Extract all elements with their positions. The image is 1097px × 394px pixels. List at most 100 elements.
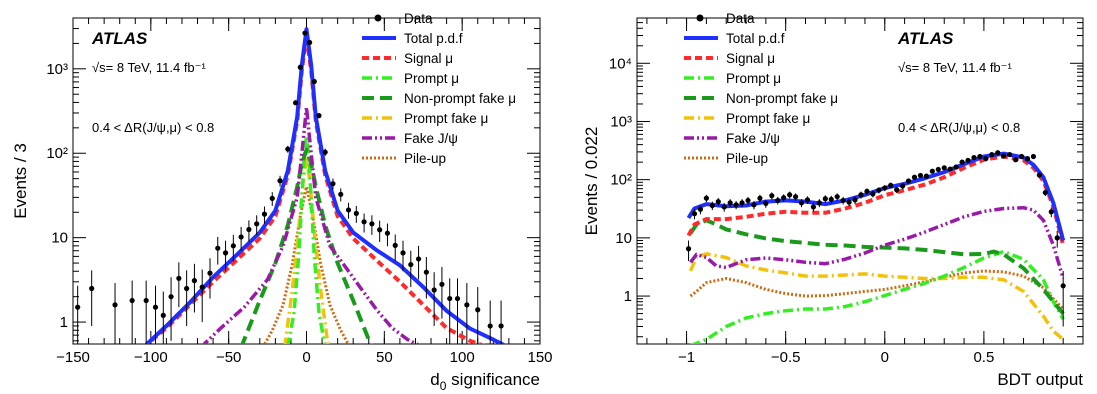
data-point — [792, 194, 799, 200]
data-points — [685, 150, 1066, 327]
data-point — [431, 287, 437, 293]
data-point — [953, 164, 959, 170]
data-point — [168, 294, 174, 300]
legend-item-pileup: Pile-up — [362, 151, 446, 166]
legend-label: Data — [726, 11, 755, 26]
data-point — [858, 192, 864, 198]
curve-total — [143, 27, 507, 344]
legend-label: Data — [404, 11, 433, 26]
experiment-label: ATLAS — [91, 29, 148, 48]
chart-panel-2: −1 −0.5 0 0.5 1 10 10² 10³ 10⁴ Data Total p.d.f Sig… — [582, 11, 1084, 389]
data-point — [293, 100, 299, 106]
curves — [686, 151, 1066, 344]
x-tick-label: 0 — [881, 349, 889, 366]
data-point — [322, 149, 328, 155]
data-point — [222, 250, 229, 256]
data-point — [959, 159, 965, 165]
legend-item-prompt: Prompt μ — [362, 71, 459, 86]
legend-label: Fake J/ψ — [726, 131, 780, 146]
x-tick-label: −0.5 — [771, 349, 801, 366]
data-point — [1018, 153, 1025, 160]
data-point — [804, 197, 811, 203]
data-point — [1001, 153, 1007, 159]
data-point — [89, 285, 95, 292]
data-point — [888, 182, 894, 188]
data-point — [846, 199, 852, 205]
legend-label: Pile-up — [726, 151, 768, 166]
data-point — [297, 64, 303, 70]
curve-pileup — [689, 269, 1065, 311]
x-tick-label: 150 — [527, 349, 552, 366]
data-point — [691, 211, 698, 217]
data-point — [361, 219, 367, 225]
data-point — [941, 165, 947, 171]
legend-item-data: Data — [696, 11, 755, 26]
legend-item-prompt: Prompt μ — [684, 71, 781, 86]
data-point — [408, 261, 414, 268]
legend-item-signal: Signal μ — [684, 51, 775, 66]
curve-nonprompt — [688, 218, 1065, 315]
data-point — [923, 173, 930, 179]
y-tick-label: 10³ — [46, 61, 68, 78]
data-point — [184, 285, 190, 292]
data-point — [864, 188, 870, 194]
data-point — [302, 30, 308, 36]
data-point — [415, 256, 422, 262]
data-point — [1024, 156, 1031, 162]
data-point — [852, 197, 858, 203]
data-point — [798, 200, 805, 206]
curve-pileup — [263, 185, 350, 344]
y-axis-title: Events / 3 — [11, 143, 30, 219]
data-point — [745, 197, 751, 204]
x-tick-label: −1 — [678, 349, 695, 366]
data-point — [369, 221, 375, 227]
data-point — [277, 178, 283, 184]
legend-item-promptfake: Prompt fake μ — [362, 111, 488, 126]
legend-marker — [374, 14, 382, 22]
data-point — [1036, 172, 1042, 178]
legend: Data Total p.d.f Signal μ Prompt μ Non-promp… — [684, 11, 838, 166]
data-point — [697, 206, 704, 212]
legend-item-nonprompt: Non-prompt fake μ — [684, 91, 838, 106]
legend-label: Signal μ — [726, 51, 775, 66]
legend-label: Non-prompt fake μ — [726, 91, 838, 106]
data-point — [870, 191, 876, 197]
data-point — [423, 269, 429, 275]
data-point — [810, 204, 817, 210]
x-tick-label: −150 — [56, 349, 90, 366]
x-tick-label: −100 — [134, 349, 168, 366]
data-point — [727, 200, 733, 206]
x-tick-label: 0.5 — [973, 349, 994, 366]
legend-label: Prompt μ — [726, 71, 781, 86]
data-point — [311, 78, 317, 85]
data-point — [330, 181, 336, 187]
data-point — [261, 211, 268, 217]
data-point — [739, 200, 745, 206]
data-point — [377, 227, 383, 233]
data-point — [392, 242, 398, 248]
data-point — [900, 183, 906, 189]
legend-label: Prompt μ — [404, 71, 459, 86]
y-tick-label: 10² — [46, 145, 68, 162]
y-tick-label: 10² — [610, 172, 632, 189]
data-point — [935, 166, 941, 173]
data-point — [947, 166, 953, 172]
x-tick-label: −50 — [216, 349, 241, 366]
data-point — [1054, 235, 1060, 241]
data-point — [498, 323, 504, 329]
data-point — [733, 202, 739, 208]
data-point — [269, 195, 275, 201]
legend-label: Signal μ — [404, 51, 453, 66]
data-point — [834, 194, 840, 200]
chart-panel-1: −150 −100 −50 0 50 100 150 1 10 10² 10³ Data Total p… — [11, 11, 553, 393]
legend-item-promptfake: Prompt fake μ — [684, 111, 810, 126]
y-tick-label: 10 — [615, 230, 632, 247]
legend-label: Total p.d.f — [726, 31, 785, 46]
legend-item-total: Total p.d.f — [684, 31, 785, 46]
data-point — [143, 297, 149, 304]
y-tick-label: 1 — [60, 314, 68, 331]
data-point — [129, 297, 135, 304]
data-point — [971, 154, 977, 161]
data-point — [894, 187, 900, 193]
